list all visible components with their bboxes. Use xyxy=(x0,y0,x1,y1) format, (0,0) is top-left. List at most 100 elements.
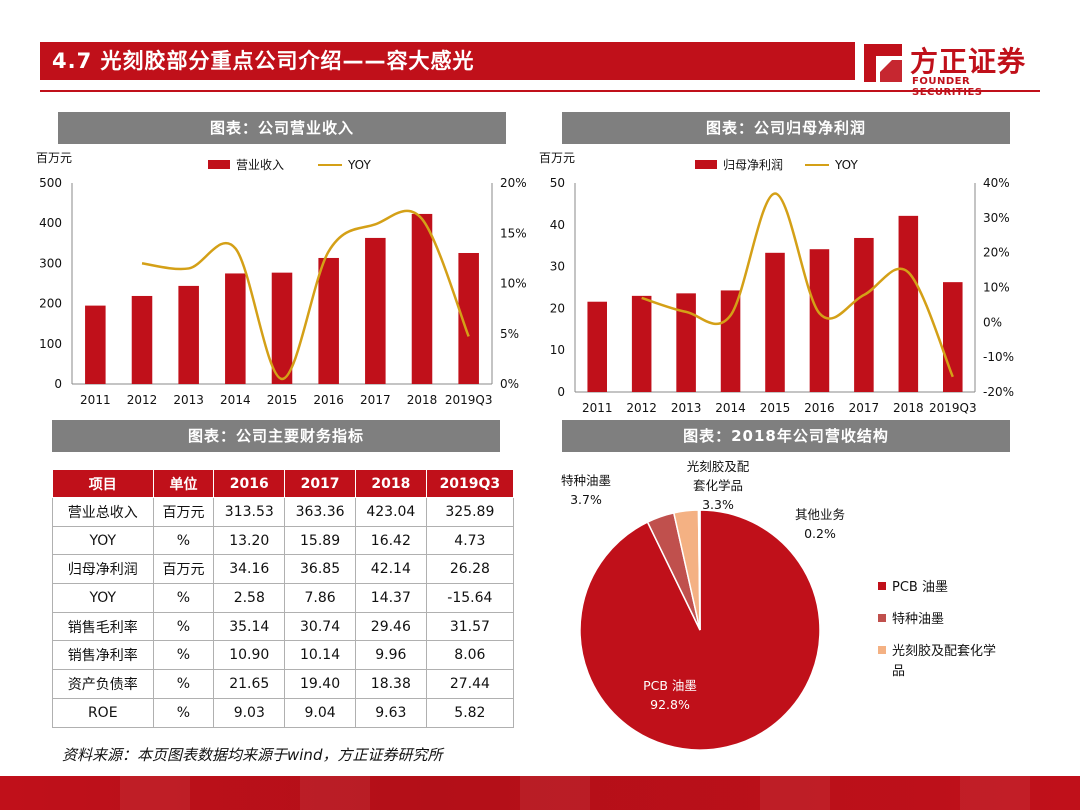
pie-legend-label: 品 xyxy=(892,664,905,679)
revenue-bar xyxy=(318,257,339,384)
profit-bar xyxy=(631,295,652,392)
pie-label-text: 光刻胶及配 xyxy=(687,459,750,474)
table-cell: 325.89 xyxy=(425,497,515,527)
profit-x-tick-label: 2014 xyxy=(715,401,746,415)
revenue-y2-tick-label: 5% xyxy=(500,327,519,341)
revenue-y-tick-label: 100 xyxy=(39,337,62,351)
revenue-x-tick-label: 2011 xyxy=(80,393,111,407)
table-cell: 16.42 xyxy=(354,525,427,556)
profit-bar xyxy=(765,252,785,392)
row-label-cell: YOY xyxy=(52,525,154,556)
profit-unit-label: 百万元 xyxy=(539,151,575,165)
profit-y-tick-label: 50 xyxy=(550,176,565,190)
revenue-y-tick-label: 400 xyxy=(39,216,62,230)
pie-slice xyxy=(579,509,821,751)
table-row: 销售净利率% 10.90 10.14 9.96 8.06 xyxy=(52,640,515,671)
financial-indicators-table: 项目 单位 2016 2017 2018 2019Q3 营业总收入 百万元 313.… xyxy=(52,469,515,728)
profit-y-tick-label: 30 xyxy=(550,260,565,274)
column-header: 2018 xyxy=(354,469,427,498)
logo-text-cn: 方正证券 xyxy=(910,45,1027,78)
table-cell: 35.14 xyxy=(213,611,286,642)
table-cell: 313.53 xyxy=(213,497,286,527)
table-cell: 9.63 xyxy=(354,697,427,728)
pie-legend-label: 光刻胶及配套化学 xyxy=(892,643,996,659)
pie-legend-label: PCB 油墨 xyxy=(892,580,948,595)
revenue-x-tick-label: 2013 xyxy=(173,393,204,407)
revenue-bar xyxy=(271,272,293,384)
table-cell: 14.37 xyxy=(354,583,427,613)
table-cell: 15.89 xyxy=(284,525,356,556)
revenue-x-tick-label: 2018 xyxy=(407,393,438,407)
table-cell: 42.14 xyxy=(354,554,427,585)
profit-x-tick-label: 2017 xyxy=(849,401,880,415)
revenue-legend-bar-swatch xyxy=(208,160,230,169)
profit-y-tick-label: 20 xyxy=(550,301,565,315)
table-cell: 百万元 xyxy=(152,554,215,585)
data-source-note: 资料来源：本页图表数据均来源于wind，方正证券研究所 xyxy=(62,746,443,764)
pie-label-text: 特种油墨 xyxy=(561,473,611,488)
table-row: 销售毛利率% 35.14 30.74 29.46 31.57 xyxy=(52,611,515,642)
revenue-legend-bar-label: 营业收入 xyxy=(236,158,284,172)
column-header: 2019Q3 xyxy=(425,469,515,498)
revenue-y-tick-label: 300 xyxy=(39,256,62,270)
profit-bar xyxy=(676,293,696,392)
revenue-x-tick-label: 2019Q3 xyxy=(445,393,493,407)
revenue-bar xyxy=(225,273,246,384)
pie-label-text: 其他业务 xyxy=(795,507,845,522)
page-title: 4.7 光刻胶部分重点公司介绍——容大感光 xyxy=(52,49,475,73)
structure-chart-heading: 图表：2018年公司营收结构 xyxy=(562,420,1010,452)
profit-chart: 百万元 归母净利润 YOY 0 10 20 30 40 50 -20% -10% 0% 10% 20% 30… xyxy=(539,151,1014,415)
column-header: 2016 xyxy=(213,469,286,498)
table-row: ROE% 9.03 9.04 9.63 5.82 xyxy=(52,697,515,728)
revenue-bar xyxy=(365,237,386,384)
revenue-y2-tick-label: 15% xyxy=(500,226,527,240)
profit-bar xyxy=(898,215,919,392)
table-cell: % xyxy=(152,583,215,613)
pie-label-text: 3.7% xyxy=(570,492,602,507)
brand-logo: 方正证券 FOUNDER SECURITIES xyxy=(862,40,1042,98)
table-cell: 10.90 xyxy=(213,640,286,671)
table-cell: 31.57 xyxy=(425,611,515,642)
revenue-y2-tick-label: 0% xyxy=(500,377,519,391)
pie-label-text: 3.3% xyxy=(702,497,734,512)
revenue-yoy-line xyxy=(141,209,470,381)
revenue-bar xyxy=(411,213,433,384)
revenue-y2-tick-label: 20% xyxy=(500,176,527,190)
revenue-y-tick-label: 0 xyxy=(54,377,62,391)
profit-bar xyxy=(720,290,741,392)
table-row: YOY% 13.20 15.89 16.42 4.73 xyxy=(52,525,515,556)
profit-x-tick-label: 2011 xyxy=(582,401,613,415)
profit-bar xyxy=(587,301,607,392)
revenue-bar xyxy=(178,285,199,384)
table-cell: 13.20 xyxy=(213,525,286,556)
profit-x-tick-label: 2019Q3 xyxy=(929,401,977,415)
column-header: 2017 xyxy=(284,469,356,498)
revenue-x-tick-label: 2015 xyxy=(267,393,298,407)
row-label-cell: 销售毛利率 xyxy=(52,611,154,642)
profit-y2-tick-label: 0% xyxy=(983,315,1002,329)
pie-legend-swatch xyxy=(878,582,886,590)
row-label-cell: 营业总收入 xyxy=(52,497,154,527)
table-cell: 10.14 xyxy=(284,640,356,671)
revenue-y2-tick-label: 10% xyxy=(500,277,527,291)
profit-y-tick-label: 40 xyxy=(550,218,565,232)
profit-x-tick-label: 2012 xyxy=(626,401,657,415)
profit-x-tick-label: 2015 xyxy=(760,401,791,415)
table-cell: 27.44 xyxy=(425,669,515,699)
table-cell: % xyxy=(152,525,215,556)
table-cell: 百万元 xyxy=(152,497,215,527)
profit-legend: 归母净利润 YOY xyxy=(695,158,858,172)
profit-y-tick-label: 10 xyxy=(550,343,565,357)
profit-y2-tick-label: 40% xyxy=(983,176,1010,190)
profit-y2-tick-label: 20% xyxy=(983,246,1010,260)
table-cell: 29.46 xyxy=(354,611,427,642)
founder-logo-icon xyxy=(864,44,902,82)
profit-yoy-line xyxy=(641,192,954,378)
table-cell: 8.06 xyxy=(425,640,515,671)
table-cell: 30.74 xyxy=(284,611,356,642)
table-cell: 5.82 xyxy=(425,697,515,728)
pie-data-label: PCB 油墨 92.8% xyxy=(643,678,697,712)
pie-label-text: PCB 油墨 xyxy=(643,678,697,693)
